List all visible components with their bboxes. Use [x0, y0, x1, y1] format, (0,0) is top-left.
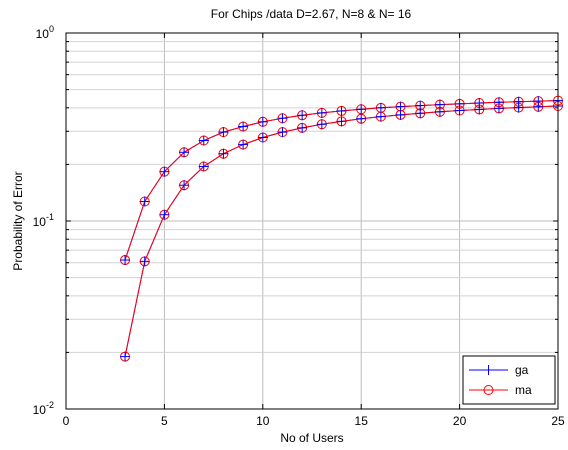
y-tick-exponent: 0: [49, 24, 54, 34]
y-tick-base: 10: [36, 27, 50, 41]
y-axis-label: Probability of Error: [11, 171, 25, 270]
y-tick-exponent: -2: [46, 400, 54, 410]
x-tick-label: 25: [551, 414, 565, 428]
x-tick-label: 15: [355, 414, 369, 428]
y-tick-exponent: -1: [46, 212, 54, 222]
x-axis-label: No of Users: [280, 431, 343, 445]
grid-lines: [65, 33, 559, 410]
legend-box: [462, 355, 556, 405]
y-tick-label: 10-1: [33, 212, 54, 229]
x-tick-label: 0: [63, 414, 70, 428]
x-tick-label: 20: [453, 414, 467, 428]
legend-label-ma: ma: [515, 383, 532, 397]
y-tick-label: 100: [36, 24, 54, 41]
legend: ga ma: [462, 355, 556, 405]
legend-label-ga: ga: [515, 363, 529, 377]
chart-title: For Chips /data D=2.67, N=8 & N= 16: [211, 7, 412, 21]
y-tick-base: 10: [33, 403, 47, 417]
series-layer: [120, 95, 563, 362]
y-tick-label: 10-2: [33, 400, 54, 417]
x-tick-label: 10: [256, 414, 270, 428]
x-tick-label: 5: [161, 414, 168, 428]
y-tick-base: 10: [33, 215, 47, 229]
legend-circle-marker: [483, 385, 494, 395]
